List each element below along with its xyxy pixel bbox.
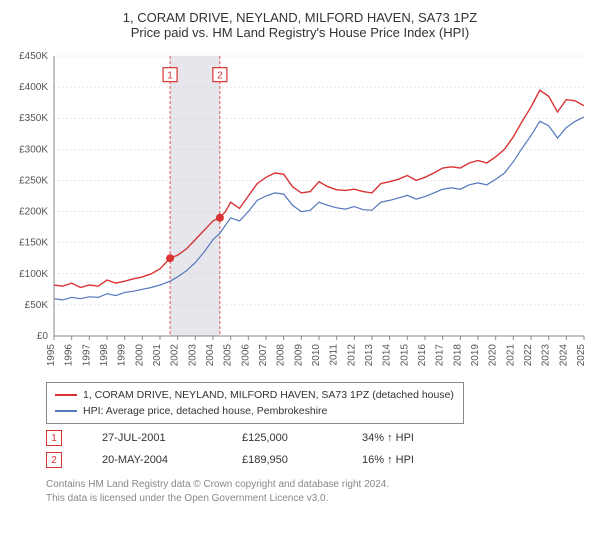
chart-container: £0 £50K £100K £150K £200K £250K £300K £350K £400… [10,46,590,376]
svg-text:2015: 2015 [399,344,410,367]
svg-text:£350K: £350K [19,113,48,124]
svg-text:2003: 2003 [187,344,198,367]
svg-text:£250K: £250K [19,175,48,186]
legend-swatch [55,410,77,412]
svg-text:£0: £0 [37,331,49,342]
svg-text:2013: 2013 [364,344,375,367]
chart-title-block: 1, CORAM DRIVE, NEYLAND, MILFORD HAVEN, … [10,10,590,40]
legend-item: 1, CORAM DRIVE, NEYLAND, MILFORD HAVEN, … [55,387,455,403]
legend: 1, CORAM DRIVE, NEYLAND, MILFORD HAVEN, … [46,382,464,424]
legend-label: 1, CORAM DRIVE, NEYLAND, MILFORD HAVEN, … [83,387,454,403]
svg-text:2014: 2014 [382,344,393,367]
svg-text:£300K: £300K [19,144,48,155]
svg-text:2021: 2021 [505,344,516,367]
svg-text:2025: 2025 [576,344,587,367]
sale-hpi: 34% ↑ HPI [362,432,414,444]
title-line-1: 1, CORAM DRIVE, NEYLAND, MILFORD HAVEN, … [10,10,590,25]
sale-marker-icon: 1 [46,430,62,446]
sale-hpi: 16% ↑ HPI [362,454,414,466]
svg-text:2022: 2022 [523,344,534,367]
svg-text:2016: 2016 [417,344,428,367]
svg-text:2004: 2004 [205,344,216,367]
sale-price: £189,950 [242,454,322,466]
sale-date: 27-JUL-2001 [102,432,202,444]
svg-text:2019: 2019 [470,344,481,367]
svg-text:2024: 2024 [558,344,569,367]
svg-text:2: 2 [217,71,223,82]
svg-text:2010: 2010 [311,344,322,367]
svg-text:1: 1 [167,71,173,82]
legend-label: HPI: Average price, detached house, Pemb… [83,403,327,419]
title-line-2: Price paid vs. HM Land Registry's House … [10,25,590,40]
svg-text:2012: 2012 [346,344,357,367]
footer-attribution: Contains HM Land Registry data © Crown c… [46,478,590,506]
svg-text:1997: 1997 [81,344,92,367]
sale-date: 20-MAY-2004 [102,454,202,466]
footer-line-2: This data is licensed under the Open Gov… [46,492,590,506]
svg-text:2008: 2008 [276,344,287,367]
sale-price: £125,000 [242,432,322,444]
svg-text:2023: 2023 [541,344,552,367]
legend-item: HPI: Average price, detached house, Pemb… [55,403,455,419]
svg-text:2000: 2000 [134,344,145,367]
svg-text:£200K: £200K [19,207,48,218]
svg-text:2018: 2018 [452,344,463,367]
svg-text:2006: 2006 [240,344,251,367]
svg-text:2011: 2011 [329,344,340,366]
svg-text:£150K: £150K [19,238,48,249]
svg-text:2001: 2001 [152,344,163,367]
legend-swatch [55,394,77,396]
svg-text:£400K: £400K [19,82,48,93]
svg-text:1998: 1998 [99,344,110,367]
svg-text:£50K: £50K [25,300,49,311]
svg-text:£100K: £100K [19,269,48,280]
svg-text:2017: 2017 [435,344,446,367]
footer-line-1: Contains HM Land Registry data © Crown c… [46,478,590,492]
svg-text:1995: 1995 [46,344,57,367]
svg-text:1996: 1996 [64,344,75,367]
sales-table: 1 27-JUL-2001 £125,000 34% ↑ HPI 2 20-MAY-200… [10,430,590,468]
svg-text:£450K: £450K [19,51,48,62]
sale-row: 1 27-JUL-2001 £125,000 34% ↑ HPI [46,430,590,446]
price-chart: £0 £50K £100K £150K £200K £250K £300K £350K £400… [10,46,590,376]
svg-text:2020: 2020 [488,344,499,367]
svg-text:1999: 1999 [117,344,128,367]
svg-text:2002: 2002 [170,344,181,367]
svg-text:2005: 2005 [223,344,234,367]
sale-marker-icon: 2 [46,452,62,468]
svg-text:2007: 2007 [258,344,269,367]
svg-text:2009: 2009 [293,344,304,367]
sale-row: 2 20-MAY-2004 £189,950 16% ↑ HPI [46,452,590,468]
